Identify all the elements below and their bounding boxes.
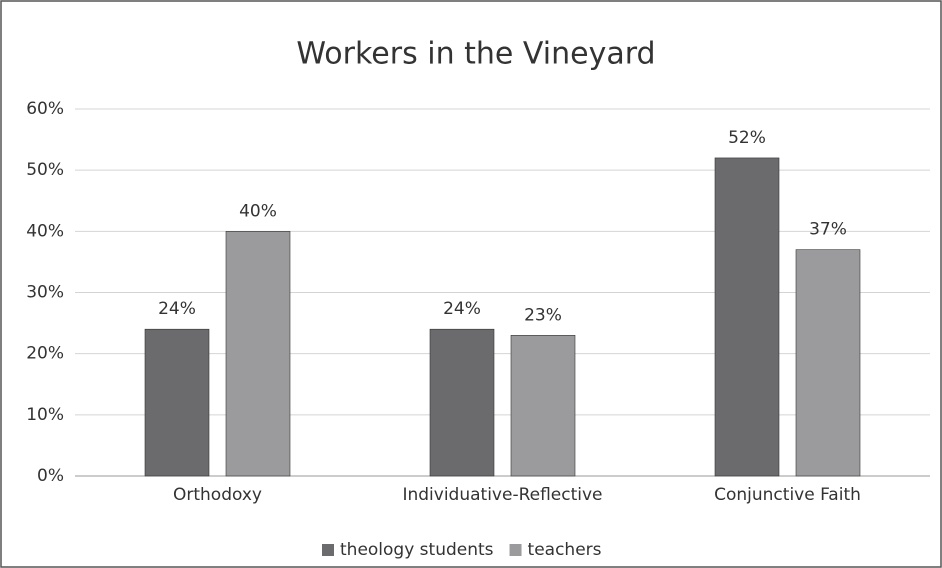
bar <box>225 231 291 477</box>
data-label: 23% <box>524 305 562 325</box>
legend-swatch <box>322 544 334 556</box>
x-tick-label: Conjunctive Faith <box>714 485 861 505</box>
y-tick-label: 10% <box>26 405 64 425</box>
y-tick-label: 20% <box>26 344 64 364</box>
bar <box>795 249 861 477</box>
data-label: 40% <box>239 201 277 221</box>
x-tick-label: Individuative-Reflective <box>402 485 602 505</box>
y-tick-label: 60% <box>26 99 64 119</box>
x-tick-label: Orthodoxy <box>173 485 262 505</box>
y-tick-label: 30% <box>26 283 64 303</box>
legend-label: theology students <box>340 540 494 560</box>
data-label: 24% <box>443 299 481 319</box>
data-label: 52% <box>728 128 766 148</box>
bar <box>714 157 780 477</box>
legend-label: teachers <box>528 540 602 560</box>
y-tick-label: 40% <box>26 221 64 241</box>
y-tick-label: 50% <box>26 160 64 180</box>
bar <box>429 328 495 477</box>
bar <box>510 335 576 477</box>
chart-title: Workers in the Vineyard <box>296 37 655 72</box>
data-label: 37% <box>809 220 847 240</box>
data-label: 24% <box>158 299 196 319</box>
bar <box>144 328 210 477</box>
legend-swatch <box>509 544 522 556</box>
y-tick-label: 0% <box>37 466 64 486</box>
